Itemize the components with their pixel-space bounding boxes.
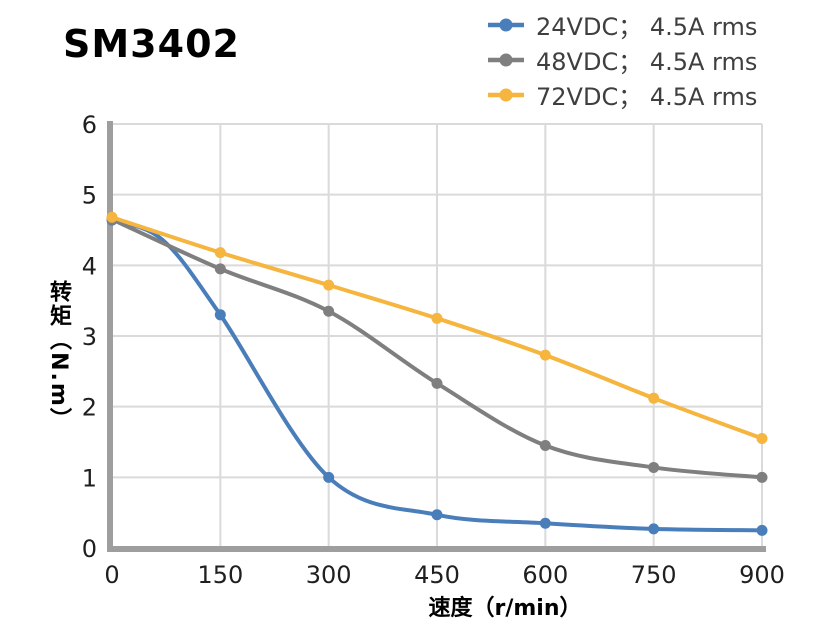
legend-item-label: 24VDC； 4.5A rms: [536, 13, 758, 41]
data-point-marker: [756, 524, 768, 536]
legend-item: 72VDC； 4.5A rms: [488, 77, 757, 112]
y-tick-label: 3: [82, 323, 97, 351]
x-tick-label: 900: [739, 561, 785, 589]
y-tick-label: 2: [82, 394, 97, 422]
data-point-marker: [756, 471, 768, 483]
data-point-marker: [431, 509, 443, 521]
x-tick-label: 450: [414, 561, 460, 589]
data-point-marker: [431, 312, 443, 324]
data-point-marker: [539, 349, 551, 361]
data-point-marker: [539, 440, 551, 452]
legend-item-label: 72VDC； 4.5A rms: [536, 83, 758, 111]
data-point-marker: [648, 392, 660, 404]
data-point-marker: [214, 263, 226, 275]
x-tick-label: 0: [104, 561, 119, 589]
x-tick-label: 600: [522, 561, 568, 589]
y-tick-label: 6: [82, 111, 97, 139]
series-line-0: [110, 218, 764, 533]
y-axis-title: 转矩（N.m）: [46, 280, 71, 432]
y-tick-label: 4: [82, 252, 97, 280]
data-point-marker: [539, 517, 551, 529]
y-tick-label: 1: [82, 464, 97, 492]
x-tick-label: 300: [306, 561, 352, 589]
legend-line-marker-icon: [488, 88, 524, 101]
y-tick-label: 5: [82, 182, 97, 210]
legend-item: 24VDC； 4.5A rms: [488, 7, 757, 42]
data-point-marker: [323, 471, 335, 483]
data-point-marker: [323, 279, 335, 291]
data-point-marker: [756, 432, 768, 444]
data-point-marker: [648, 461, 660, 473]
data-point-marker: [214, 309, 226, 321]
legend-item-label: 48VDC； 4.5A rms: [536, 48, 758, 76]
data-point-marker: [323, 305, 335, 317]
x-tick-label: 750: [631, 561, 677, 589]
data-point-marker: [214, 247, 226, 259]
legend: 24VDC； 4.5A rms 48VDC； 4.5A rms 72VDC； 4.5…: [488, 7, 757, 112]
y-tick-label: 0: [82, 535, 97, 563]
legend-line-marker-icon: [488, 53, 524, 66]
data-point-marker: [648, 523, 660, 535]
data-point-marker: [431, 377, 443, 389]
data-point-marker: [106, 211, 118, 223]
legend-item: 48VDC； 4.5A rms: [488, 42, 757, 77]
chart-title: SM3402: [63, 22, 240, 66]
x-tick-label: 150: [197, 561, 243, 589]
legend-line-marker-icon: [488, 18, 524, 31]
x-axis-title: 速度（r/min）: [428, 596, 582, 621]
